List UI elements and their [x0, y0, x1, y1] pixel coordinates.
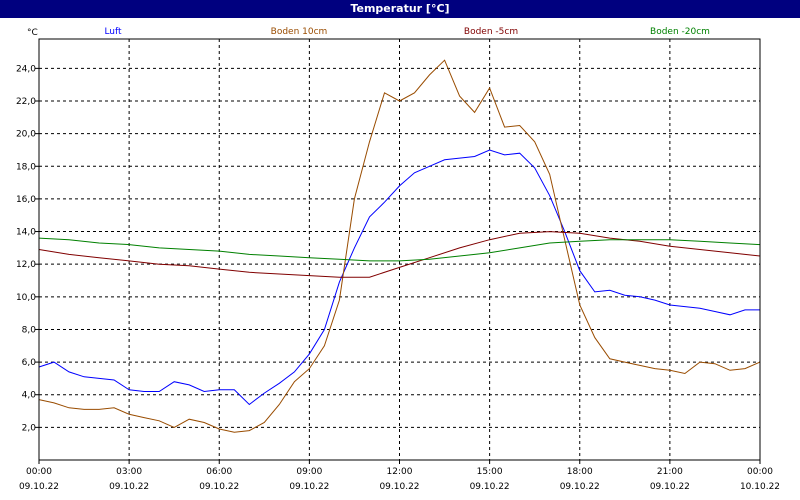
x-tick-date: 09.10.22 — [109, 482, 149, 492]
x-tick-date: 09.10.22 — [650, 482, 690, 492]
legend-item-boden-20cm: Boden -20cm — [650, 27, 710, 37]
y-tick-label: 20,0 — [16, 130, 36, 140]
x-tick-date: 09.10.22 — [199, 482, 239, 492]
y-tick-label: 12,0 — [16, 260, 36, 270]
grid — [39, 39, 760, 460]
series-line-boden-10cm — [38, 59, 761, 433]
series-line-luft — [38, 149, 760, 406]
y-tick-label: 16,0 — [16, 195, 36, 205]
y-tick-label: 8,0 — [22, 325, 37, 335]
legend-item-luft: Luft — [104, 27, 122, 37]
plot-frame — [38, 38, 761, 461]
y-tick-label: 2,0 — [22, 423, 37, 433]
y-unit-label: °C — [27, 28, 38, 38]
x-tick-time: 09:00 — [296, 467, 322, 477]
y-tick-label: 14,0 — [16, 228, 36, 238]
x-tick-date: 09.10.22 — [289, 482, 329, 492]
chart-title: Temperatur [°C] — [0, 0, 800, 18]
x-tick-time: 00:00 — [747, 467, 773, 477]
x-tick-date: 09.10.22 — [19, 482, 59, 492]
x-tick-date: 09.10.22 — [470, 482, 510, 492]
y-axis-ticks: 2,0 4,0 6,0 8,0 10,0 12,0 14,0 16,0 18,0 20,0 22,0… — [16, 64, 39, 433]
legend-item-boden-10cm: Boden 10cm — [271, 27, 328, 37]
x-tick-date: 10.10.22 — [740, 482, 780, 492]
x-tick-date: 09.10.22 — [379, 482, 419, 492]
x-tick-time: 06:00 — [206, 467, 232, 477]
x-axis-ticks: 00:00 09.10.22 03:00 09.10.22 06:00 09.10.22 0… — [19, 460, 780, 492]
x-tick-time: 15:00 — [477, 467, 503, 477]
x-tick-time: 18:00 — [567, 467, 593, 477]
x-tick-time: 12:00 — [387, 467, 413, 477]
y-tick-label: 6,0 — [22, 358, 37, 368]
x-tick-date: 09.10.22 — [560, 482, 600, 492]
y-tick-label: 22,0 — [16, 97, 36, 107]
series-line-boden-20cm — [38, 237, 761, 262]
y-tick-label: 24,0 — [16, 64, 36, 74]
x-tick-time: 03:00 — [116, 467, 142, 477]
series-layer — [38, 59, 761, 433]
x-tick-time: 21:00 — [657, 467, 683, 477]
chart: Luft Boden 10cm Boden -5cm Boden -20cm °C 2… — [16, 27, 780, 492]
y-tick-label: 10,0 — [16, 293, 36, 303]
series-line-boden-5cm — [38, 231, 761, 278]
x-tick-time: 00:00 — [26, 467, 52, 477]
y-tick-label: 4,0 — [22, 391, 37, 401]
legend-item-boden-5cm: Boden -5cm — [464, 27, 518, 37]
legend: Luft Boden 10cm Boden -5cm Boden -20cm — [104, 27, 710, 37]
y-tick-label: 18,0 — [16, 162, 36, 172]
